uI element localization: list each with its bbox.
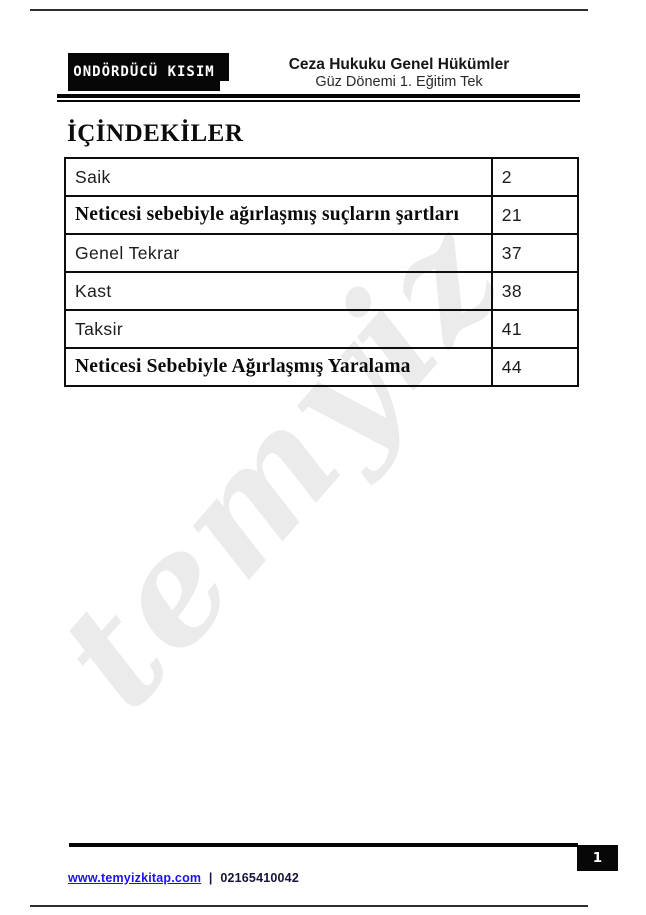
toc-row: Genel Tekrar 37 bbox=[64, 233, 580, 273]
toc-row: Taksir 41 bbox=[64, 309, 580, 349]
toc-row: Kast 38 bbox=[64, 271, 580, 311]
toc-row: Neticesi sebebiyle ağırlaşmış suçların ş… bbox=[64, 195, 580, 235]
website-link[interactable]: www.temyizkitap.com bbox=[68, 871, 202, 885]
toc-entry-page: 37 bbox=[490, 233, 580, 273]
page-header: Ceza Hukuku Genel Hükümler Güz Dönemi 1.… bbox=[279, 56, 519, 90]
header-title: Ceza Hukuku Genel Hükümler bbox=[288, 56, 510, 73]
toc-heading: İÇİNDEKİLER bbox=[67, 120, 244, 147]
toc-row: Saik 2 bbox=[64, 157, 580, 197]
toc-entry-page: 38 bbox=[490, 271, 580, 311]
toc-entry-title: Saik bbox=[64, 157, 493, 197]
toc-entry-page: 41 bbox=[490, 309, 580, 349]
toc-entry-title: Neticesi Sebebiyle Ağırlaşmış Yaralama bbox=[64, 347, 493, 387]
page-number: 1 bbox=[592, 850, 603, 866]
section-kicker-box: ONDÖRDÜCÜ KISIM bbox=[68, 53, 220, 91]
toc-entry-title: Kast bbox=[64, 271, 493, 311]
toc-entry-page: 44 bbox=[490, 347, 580, 387]
toc-row: Neticesi Sebebiyle Ağırlaşmış Yaralama 44 bbox=[64, 347, 580, 387]
toc-entry-title: Genel Tekrar bbox=[64, 233, 493, 273]
footer: www.temyizkitap.com | 02165410042 bbox=[68, 871, 299, 885]
toc-entry-title: Neticesi sebebiyle ağırlaşmış suçların ş… bbox=[64, 195, 493, 235]
footer-separator: | bbox=[208, 871, 213, 885]
section-kicker-label: ONDÖRDÜCÜ KISIM bbox=[73, 64, 215, 80]
toc-entry-title: Taksir bbox=[64, 309, 493, 349]
footer-rule bbox=[69, 843, 578, 847]
toc-table-body: Saik 2 Neticesi sebebiyle ağırlaşmış suçla… bbox=[64, 157, 580, 387]
toc-entry-page: 21 bbox=[490, 195, 580, 235]
section-kicker-notch bbox=[220, 53, 229, 81]
header-rule-thin bbox=[57, 100, 580, 102]
toc-entry-page: 2 bbox=[490, 157, 580, 197]
phone-number: 02165410042 bbox=[220, 871, 299, 885]
scan-edge-top bbox=[30, 9, 588, 11]
toc-table: Saik 2 Neticesi sebebiyle ağırlaşmış suçla… bbox=[64, 157, 580, 387]
header-rule-thick bbox=[57, 94, 580, 98]
page-number-box: 1 bbox=[577, 845, 618, 871]
header-subtitle: Güz Dönemi 1. Eğitim Tek bbox=[315, 74, 483, 90]
scan-edge-bottom bbox=[30, 905, 588, 907]
